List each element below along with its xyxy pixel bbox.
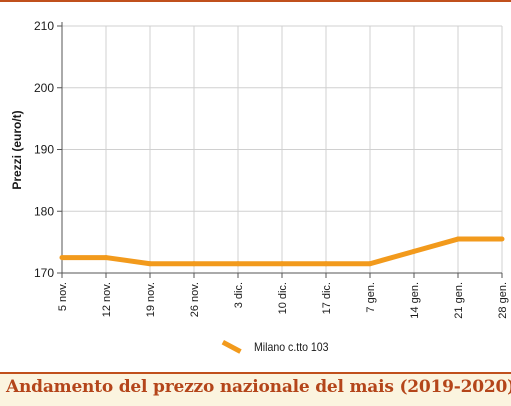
x-tick-label: 17 dic. [321,282,333,314]
y-tick-label: 190 [34,143,54,157]
data-point [235,261,241,267]
data-point [59,255,65,261]
y-tick-label: 210 [34,19,54,33]
x-tick-label: 19 nov. [145,282,157,317]
data-point [411,248,417,254]
data-point [279,261,285,267]
data-point [147,261,153,267]
x-tick-label: 21 gen. [453,282,465,319]
x-tick-label: 26 nov. [189,282,201,317]
data-point [103,255,109,261]
y-tick-labels: 170 180 190 200 210 [34,19,54,280]
y-tick-label: 170 [34,266,54,280]
line-chart: 170 180 190 200 210 5 nov. 12 nov. 19 nov. 26 n… [10,19,509,319]
data-point [455,236,461,242]
legend-series-label: Milano c.tto 103 [254,340,329,354]
x-tick-label: 28 gen. [497,282,509,319]
y-tick-label: 180 [34,204,54,218]
footer-rule [0,372,511,374]
x-tick-label: 7 gen. [365,282,377,313]
chart-axes [57,22,503,278]
y-tick-label: 200 [34,81,54,95]
chart-title: Andamento del prezzo nazionale del mais … [6,377,511,397]
data-point [323,261,329,267]
series-layer [59,236,505,267]
x-tick-label: 14 gen. [409,282,421,319]
footer-band [0,372,511,406]
x-tick-label: 3 dic. [233,282,245,308]
chart-grid [62,25,503,273]
data-point [191,261,197,267]
x-tick-labels: 5 nov. 12 nov. 19 nov. 26 nov. 3 dic. 10 dic.… [57,282,509,319]
y-axis-label: Prezzi (euro/t) [10,110,24,189]
x-tick-label: 10 dic. [277,282,289,314]
data-point [367,261,373,267]
x-tick-label: 12 nov. [101,282,113,317]
x-tick-label: 5 nov. [57,282,69,311]
data-point [499,236,505,242]
top-rule [0,0,511,2]
